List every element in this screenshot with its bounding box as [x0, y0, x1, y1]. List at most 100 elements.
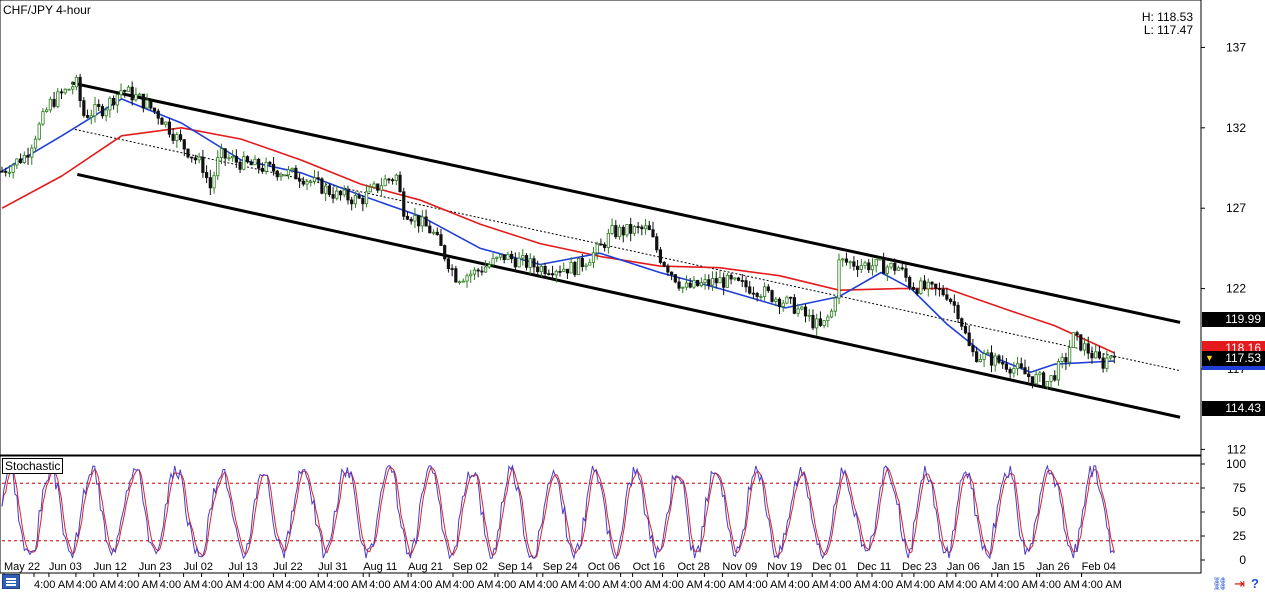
time-axis-label: 4:00 AM	[495, 579, 535, 591]
candle-body	[599, 243, 603, 246]
candle-body	[249, 161, 253, 166]
link-icon[interactable]: ⛓	[1211, 575, 1229, 591]
date-axis-label: Oct 06	[588, 561, 620, 573]
candle-body	[1053, 375, 1057, 381]
candle-body	[740, 280, 744, 282]
candle-body	[550, 273, 555, 276]
candle-body	[260, 167, 265, 172]
price-axis-ticks: 137132127122117112	[1201, 40, 1246, 456]
candle-body	[510, 253, 514, 260]
date-axis-label: Dec 23	[902, 561, 937, 573]
candle-body	[908, 276, 912, 288]
help-icon[interactable]: ?	[1251, 575, 1259, 591]
candle-body	[900, 267, 904, 270]
candle-body	[967, 332, 971, 346]
candle-body	[1101, 357, 1105, 369]
candle-body	[372, 183, 376, 188]
candle-body	[405, 215, 410, 220]
candle-body	[536, 266, 540, 273]
candle-body	[231, 155, 235, 159]
candle-body	[647, 225, 651, 231]
candle-body	[532, 258, 536, 268]
candle-body	[722, 277, 726, 288]
candle-body	[443, 245, 447, 260]
date-axis-label: Jan 15	[992, 561, 1025, 573]
candle-body	[997, 355, 1001, 363]
candle-body	[85, 115, 90, 118]
candle-body	[673, 274, 677, 283]
candle-body	[309, 181, 313, 183]
menu-icon[interactable]	[2, 574, 20, 589]
candle-body	[658, 249, 663, 263]
candle-body	[472, 269, 477, 275]
time-axis: May 22 Jun 03 Jun 12 Jun 23 Jul 02 Jul 13 Jul …	[0, 561, 1201, 591]
candle-body	[629, 224, 633, 234]
candle-body	[714, 278, 718, 284]
candle-body	[164, 121, 168, 125]
candle-body	[450, 268, 454, 270]
candle-body	[736, 277, 741, 281]
candle-body	[331, 194, 335, 199]
candle-body	[528, 258, 532, 268]
candle-body	[926, 281, 930, 290]
candle-body	[141, 93, 145, 109]
candle-body	[1108, 355, 1113, 359]
candle-body	[729, 274, 733, 280]
candle-body	[1064, 357, 1068, 363]
candle-body	[59, 91, 64, 94]
candle-body	[167, 121, 171, 135]
candle-body	[562, 268, 566, 272]
candle-body	[874, 259, 878, 267]
candle-body	[610, 225, 614, 234]
candle-body	[476, 269, 480, 272]
stoch-tick-label: 100	[1226, 457, 1246, 471]
candle-body	[279, 174, 283, 178]
candle-body	[457, 281, 462, 284]
candle-body	[963, 325, 968, 334]
candle-body	[156, 110, 160, 119]
candle-body	[591, 252, 596, 263]
candle-body	[1097, 351, 1101, 359]
candle-body	[1056, 361, 1061, 381]
candle-body	[82, 100, 86, 116]
candle-body	[833, 297, 837, 312]
candle-body	[882, 258, 886, 274]
scroll-right-icon[interactable]: ⇥	[1234, 575, 1246, 591]
candles	[0, 73, 1116, 390]
candle-body	[0, 170, 4, 173]
candle-body	[792, 297, 796, 314]
candle-body	[1042, 372, 1046, 388]
candle-body	[878, 258, 882, 261]
date-axis-label: Aug 21	[408, 561, 443, 573]
candle-body	[160, 117, 164, 125]
candle-body	[119, 90, 123, 96]
candle-body	[733, 277, 737, 280]
date-axis-label: Jul 13	[229, 561, 258, 573]
candle-body	[558, 270, 562, 273]
candle-body	[193, 157, 198, 161]
candle-body	[335, 190, 339, 199]
candle-body	[483, 266, 488, 273]
candle-body	[1112, 355, 1116, 358]
candle-body	[368, 186, 372, 193]
candle-body	[781, 302, 785, 307]
lower-channel-price-label: 114.43	[1202, 401, 1265, 416]
time-axis-label: 4:00 AM	[956, 579, 996, 591]
candle-body	[424, 216, 428, 227]
time-axis-label: 4:00 AM	[244, 579, 284, 591]
candle-body	[867, 262, 871, 271]
candle-body	[949, 298, 953, 303]
candle-body	[376, 183, 380, 191]
candle-body	[539, 265, 544, 273]
candle-body	[524, 255, 529, 268]
candle-body	[346, 189, 350, 201]
date-axis-label: Jun 12	[94, 561, 127, 573]
candle-body	[275, 170, 279, 178]
time-axis-label: 4:00 AM	[579, 579, 619, 591]
candle-body	[703, 279, 707, 284]
candle-body	[123, 90, 127, 92]
candle-body	[718, 277, 722, 284]
candle-body	[655, 236, 659, 251]
candle-body	[428, 225, 432, 234]
candle-body	[7, 171, 12, 174]
